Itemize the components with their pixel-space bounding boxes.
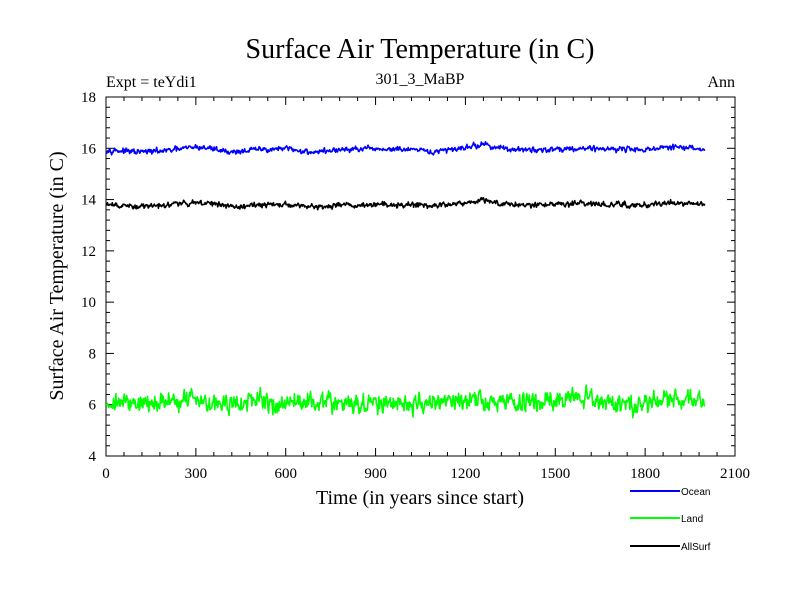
series-line-allsurf: [105, 196, 706, 211]
x-tick-label: 0: [102, 466, 110, 482]
experiment-label: Expt = teYdi1: [106, 74, 197, 91]
chart-subtitle: 301_3_MaBP: [376, 71, 465, 88]
legend-label-ocean: Ocean: [681, 487, 710, 498]
y-tick-label: 16: [81, 141, 97, 157]
y-tick-label: 4: [89, 449, 97, 465]
plot-area: [105, 96, 736, 457]
x-tick-label: 1800: [630, 466, 660, 482]
y-tick-label: 14: [81, 193, 97, 209]
series-lines: [105, 141, 706, 419]
plot-frame: [105, 96, 736, 457]
x-tick-label: 1200: [450, 466, 480, 482]
y-tick-label: 18: [81, 90, 96, 106]
x-tick-label: 900: [364, 466, 387, 482]
x-tick-label: 600: [274, 466, 297, 482]
y-tick-label: 12: [81, 244, 96, 260]
y-axis-label: Surface Air Temperature (in C): [46, 151, 68, 400]
y-tick-label: 10: [81, 295, 96, 311]
series-line-land: [105, 384, 706, 419]
y-axis: 4 6 8 10 12 14 16 18: [81, 90, 735, 465]
period-label: Ann: [707, 74, 735, 91]
legend-label-allsurf: AllSurf: [681, 542, 711, 553]
x-axis: 0 300 600 900 1200 1500 1800 2100: [102, 97, 750, 482]
legend-label-land: Land: [681, 514, 703, 525]
chart-title: Surface Air Temperature (in C): [246, 34, 595, 65]
series-line-ocean: [105, 141, 706, 156]
x-tick-label: 2100: [720, 466, 750, 482]
legend: Ocean Land AllSurf: [630, 487, 711, 553]
x-tick-label: 300: [185, 466, 208, 482]
x-axis-label: Time (in years since start): [316, 487, 524, 509]
x-tick-label: 1500: [540, 466, 570, 482]
y-tick-label: 8: [89, 346, 97, 362]
y-tick-label: 6: [89, 398, 97, 414]
